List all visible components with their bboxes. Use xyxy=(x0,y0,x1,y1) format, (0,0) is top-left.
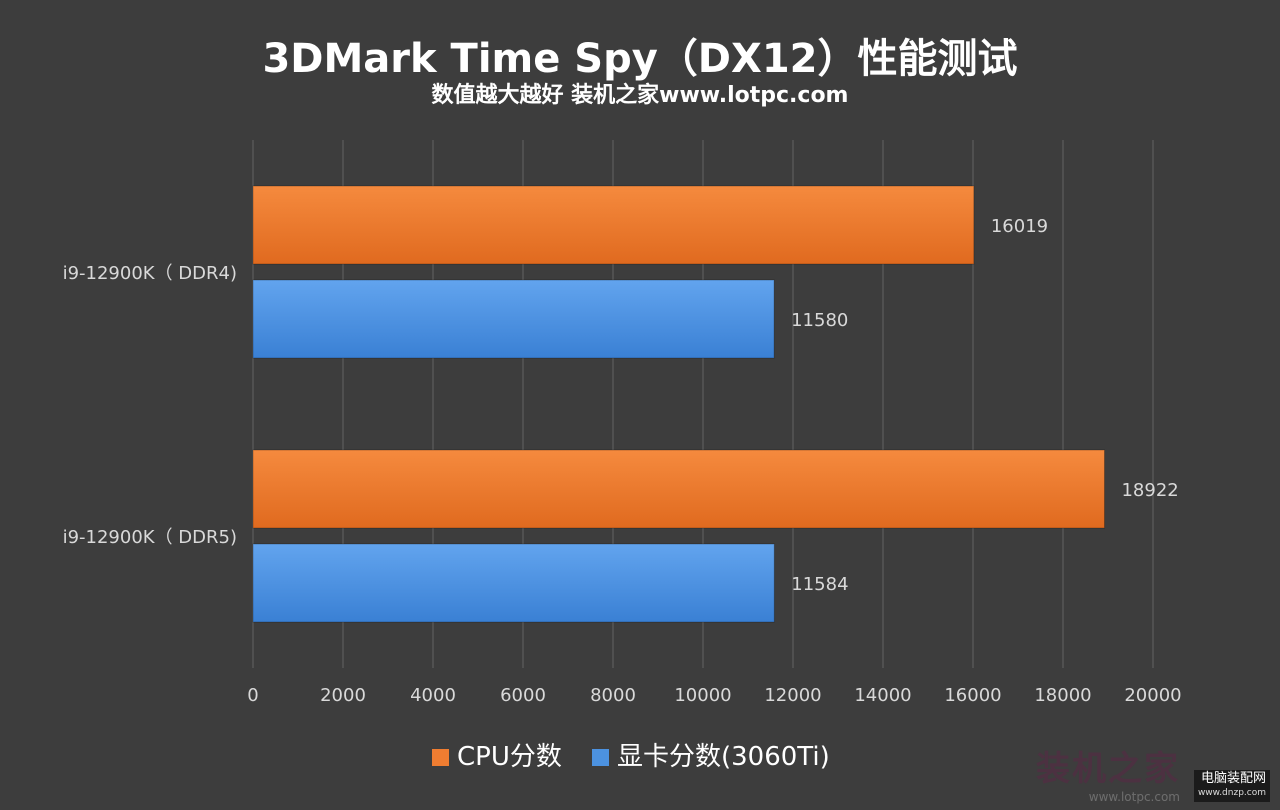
x-tick-label: 12000 xyxy=(764,685,821,706)
x-tick-label: 18000 xyxy=(1034,685,1091,706)
data-label: 18922 xyxy=(1121,480,1178,501)
x-tick-label: 6000 xyxy=(500,685,546,706)
x-axis-ticks: 0 2000 4000 6000 8000 10000 12000 14000 16000 180… xyxy=(247,685,1181,706)
bar-cpu xyxy=(252,185,975,265)
legend: CPU分数 显卡分数(3060Ti) xyxy=(432,742,830,772)
y-axis-categories: i9-12900K（ DDR4) i9-12900K（ DDR5) xyxy=(63,263,237,548)
legend-label: 显卡分数(3060Ti) xyxy=(617,742,830,772)
x-tick-label: 14000 xyxy=(854,685,911,706)
legend-swatch xyxy=(432,749,449,766)
watermark-stamp-url: www.lotpc.com xyxy=(1088,790,1180,804)
site-watermark-name: 电脑装配网 xyxy=(1200,771,1266,786)
data-label: 16019 xyxy=(991,216,1048,237)
x-tick-label: 0 xyxy=(247,685,258,706)
chart-subtitle: 数值越大越好 装机之家www.lotpc.com xyxy=(432,82,849,108)
x-tick-label: 16000 xyxy=(944,685,1001,706)
x-tick-label: 8000 xyxy=(590,685,636,706)
site-watermark-url: www.dnzp.com xyxy=(1197,788,1266,798)
data-label: 11584 xyxy=(791,574,848,595)
bar-gpu xyxy=(252,279,775,359)
x-tick-label: 2000 xyxy=(320,685,366,706)
x-tick-label: 10000 xyxy=(674,685,731,706)
data-labels: 16019 11580 18922 11584 xyxy=(791,216,1179,595)
x-tick-label: 20000 xyxy=(1124,685,1181,706)
chart-title: 3DMark Time Spy（DX12）性能测试 xyxy=(262,36,1017,82)
bars xyxy=(252,185,1105,623)
legend-label: CPU分数 xyxy=(457,742,562,772)
category-label: i9-12900K（ DDR4) xyxy=(63,263,237,284)
x-tick-label: 4000 xyxy=(410,685,456,706)
bar-gpu xyxy=(252,543,775,623)
site-watermark: 电脑装配网 www.dnzp.com xyxy=(1193,770,1270,802)
watermark-stamp: 装机之家 xyxy=(1036,749,1180,789)
legend-swatch xyxy=(592,749,609,766)
data-label: 11580 xyxy=(791,310,848,331)
bar-cpu xyxy=(252,449,1105,529)
category-label: i9-12900K（ DDR5) xyxy=(63,527,237,548)
